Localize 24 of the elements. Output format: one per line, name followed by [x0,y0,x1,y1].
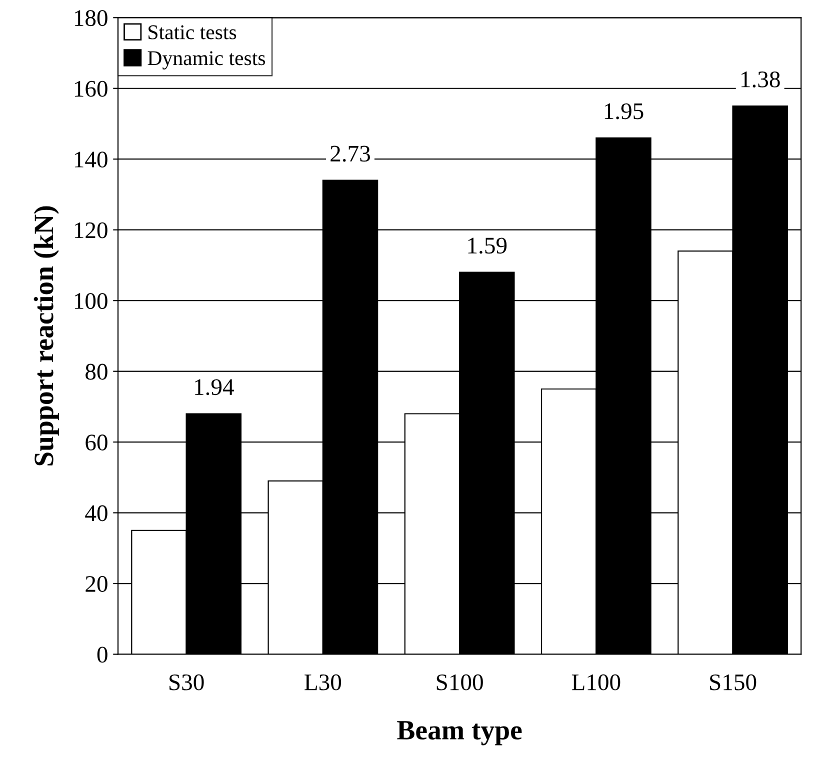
y-tick-label: 80 [86,364,108,380]
y-tick-label: 120 [74,222,108,238]
annotation: 1.59 [468,238,507,254]
y-tick-label: 100 [74,293,108,310]
annotation: 2.73 [330,146,370,162]
y-tick-label: 180 [74,10,108,26]
y-tick-label: 20 [86,576,108,592]
y-axis-title: Support reaction (kN) [34,206,59,466]
y-tick-label: 40 [85,505,108,522]
annotation: 1.38 [742,71,780,88]
y-tick-label: 0 [97,646,108,663]
x-axis-title: Beam type [397,721,522,746]
annotation: 1.94 [195,379,234,396]
y-tick-label: 160 [74,80,108,97]
x-tick-label: S30 [170,674,204,690]
annotation: 1.95 [604,103,644,120]
x-tick-label: S150 [710,674,756,690]
legend-label: Dynamic tests [148,51,266,70]
x-tick-label: L30 [304,674,342,690]
y-tick-label: 60 [86,434,108,450]
legend-label: Static tests [148,25,236,40]
x-tick-label: S100 [436,674,483,690]
x-tick-label: L100 [572,674,620,690]
y-tick-label: 140 [74,152,108,168]
